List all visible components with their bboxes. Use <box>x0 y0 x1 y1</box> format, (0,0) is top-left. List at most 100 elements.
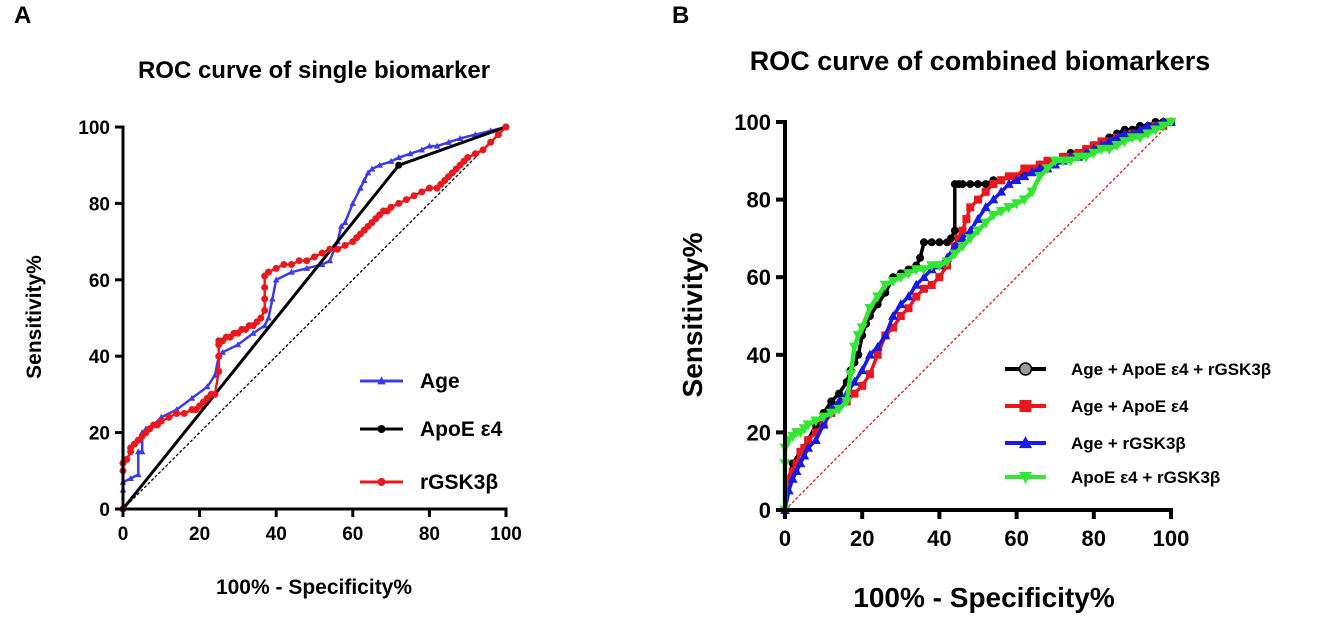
panel-a-legend-marker <box>377 376 386 385</box>
panel-b-series <box>779 116 1177 516</box>
panel-a-data-point <box>426 142 433 149</box>
panel-a-data-point <box>333 245 341 253</box>
panel-b-data-point <box>981 187 990 196</box>
panel-b-data-point <box>1020 164 1029 173</box>
panel-b-x-tick-label: 60 <box>1004 526 1028 551</box>
panel-b-data-point <box>841 397 853 408</box>
panel-b-data-point <box>946 234 955 243</box>
panel-b-data-point <box>1034 172 1046 183</box>
panel-a-data-point <box>502 123 510 131</box>
panel-b-data-point <box>941 257 953 268</box>
panel-a-data-point <box>303 264 311 271</box>
panel-b-data-point <box>850 389 859 398</box>
panel-b-legend-item: Age + rGSK3β <box>1005 434 1186 453</box>
panel-b-data-point <box>958 226 967 235</box>
panel-b-data-point <box>896 312 905 320</box>
panel-b-data-point <box>974 195 982 204</box>
panel-b-x-tick-label: 100 <box>1153 526 1190 551</box>
panel-b-data-point <box>1080 152 1092 163</box>
panel-b-chance-line <box>784 121 1172 511</box>
panel-a-data-point <box>280 261 288 269</box>
panel-a-data-point <box>138 448 146 455</box>
panel-a-data-point <box>211 371 219 378</box>
panel-b-data-point <box>795 458 806 468</box>
panel-a-data-point <box>418 188 426 196</box>
panel-a-data-point <box>364 169 372 176</box>
panel-a-y-tick-label: 80 <box>89 194 110 215</box>
panel-b-data-point <box>864 303 876 314</box>
panel-a-data-point <box>295 257 303 265</box>
panel-a-series <box>119 123 510 513</box>
panel-a-x-tick-label: 80 <box>419 524 440 545</box>
panel-b-data-point <box>974 180 982 189</box>
panel-b-data-point <box>927 238 936 247</box>
panel-b-data-point <box>1111 141 1123 152</box>
panel-a-data-point <box>433 142 441 149</box>
panel-b-data-point <box>810 434 821 444</box>
panel-b-title: ROC curve of combined biomarkers <box>750 46 1211 76</box>
panel-b-data-point <box>1112 132 1122 142</box>
panel-b-data-point <box>954 234 963 243</box>
panel-b-y-tick-label: 40 <box>747 343 771 368</box>
panel-a-data-point <box>456 135 464 142</box>
panel-b-data-point <box>997 176 1006 185</box>
panel-b-data-point <box>918 265 930 276</box>
panel-b-data-point <box>872 292 884 303</box>
panel-b-data-point <box>988 194 999 204</box>
panel-b-data-point <box>1049 156 1061 167</box>
panel-b-data-point <box>825 408 837 419</box>
panel-a-data-point <box>261 306 269 314</box>
panel-a-data-point <box>395 154 403 161</box>
panel-a-x-tick-label: 60 <box>342 524 363 545</box>
panel-b-data-point <box>933 261 945 272</box>
panel-b-data-point <box>912 292 921 301</box>
panel-b-legend-label: Age + ApoE ε4 <box>1071 397 1189 416</box>
panel-b-x-tick-label: 20 <box>850 526 874 551</box>
panel-b-data-point <box>995 206 1007 217</box>
panel-b-data-point <box>834 396 844 406</box>
panel-a-data-point <box>376 161 383 168</box>
panel-a-y-tick-label: 60 <box>89 271 110 292</box>
panel-a-data-point <box>261 322 269 329</box>
panel-b-data-point <box>927 280 936 289</box>
panel-b-y-tick-label: 60 <box>747 265 771 290</box>
panel-b-data-point <box>1134 133 1146 144</box>
panel-b-y-tick-label: 20 <box>747 420 771 445</box>
panel-b-series-0 <box>781 118 1175 514</box>
panel-b-data-point <box>879 280 891 291</box>
panel-b-data-point <box>964 234 976 245</box>
panel-a-data-point <box>257 314 265 322</box>
panel-b-legend-item: Age + ApoE ε4 <box>1005 397 1189 416</box>
panel-b-legend-item: ApoE ε4 + rGSK3β <box>1005 468 1220 487</box>
panel-a-x-tick-label: 0 <box>118 524 129 545</box>
panel-b-y-tick-label: 100 <box>734 110 771 135</box>
panel-a-data-point <box>173 410 181 417</box>
panel-b-data-point <box>845 369 857 380</box>
panel-a-data-point <box>269 295 276 302</box>
panel-b-data-point <box>1104 136 1115 146</box>
panel-b-data-point <box>1165 117 1177 128</box>
panel-a-data-point <box>494 131 502 139</box>
panel-b-data-point <box>1072 152 1084 163</box>
panel-b-y-tick-label: 0 <box>759 498 771 523</box>
panel-b-data-point <box>827 397 836 406</box>
panel-a-x-tick-label: 40 <box>266 524 287 545</box>
panel-b-data-point <box>895 299 906 309</box>
panel-a-data-point <box>395 199 403 207</box>
panel-a-data-point <box>318 261 326 268</box>
panel-b-x-tick-label: 0 <box>779 526 791 551</box>
panel-b-data-point <box>1057 156 1069 167</box>
panel-a-legend-marker <box>377 425 386 433</box>
panel-b-legend-marker <box>1019 400 1032 412</box>
panel-b-data-point <box>987 210 999 221</box>
panel-b-data-point <box>989 180 998 189</box>
panel-b-data-point <box>787 473 798 483</box>
panel-a-data-point <box>368 165 376 172</box>
panel-b-data-point <box>784 474 793 483</box>
panel-b-data-point <box>818 412 830 423</box>
panel-b-data-point <box>911 279 922 289</box>
panel-a-legend-item: ApoE ε4 <box>360 418 503 441</box>
panel-b-data-point <box>966 203 975 212</box>
panel-b-data-point <box>919 238 928 247</box>
panel-b-data-point <box>888 310 899 320</box>
